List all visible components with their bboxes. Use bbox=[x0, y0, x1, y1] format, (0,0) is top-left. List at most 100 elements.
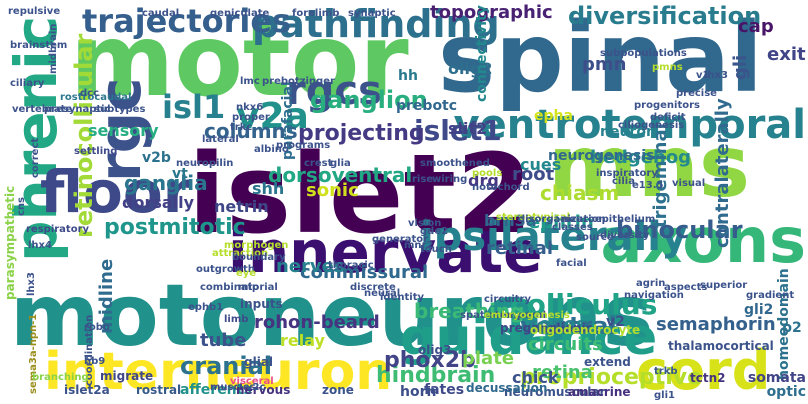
word-subpopulations: subpopulations bbox=[600, 48, 687, 59]
word-plate: plate bbox=[462, 348, 514, 369]
word-cap: cap bbox=[738, 16, 774, 37]
word-v2a: v2a bbox=[236, 96, 309, 137]
word-brainstem: brainstem bbox=[10, 40, 67, 51]
word-brn3a: brn3a bbox=[484, 211, 537, 230]
word-touch: touch bbox=[420, 244, 452, 255]
word-glia: glia bbox=[330, 158, 351, 169]
word-guidance: guidance bbox=[400, 308, 657, 366]
word-topographic: topographic bbox=[430, 2, 553, 23]
word-neuromuscular: neuromuscular bbox=[504, 385, 605, 399]
word-mns: mns bbox=[548, 117, 750, 217]
word-diversity: diversity bbox=[600, 230, 650, 241]
word-gde2: gde2 bbox=[420, 226, 448, 237]
word-e13-5: e13.5 bbox=[632, 180, 663, 191]
word-synaptic: synaptic bbox=[348, 8, 396, 19]
word-prebotzinger: prebotzinger bbox=[262, 76, 335, 87]
word-postmitotic: postmitotic bbox=[104, 215, 246, 240]
word-hedgehog: hedgehog bbox=[590, 147, 691, 168]
word-olig3: olig3 bbox=[418, 343, 451, 357]
word-contralaterally: contralaterally bbox=[712, 98, 733, 248]
word-spinal: spinal bbox=[438, 2, 763, 114]
word-exit: exit bbox=[767, 44, 806, 65]
word-superior: superior bbox=[700, 280, 747, 291]
word-crest: crest bbox=[304, 158, 333, 169]
word-presynaptic: presynaptic bbox=[44, 104, 111, 115]
word-lhx3: lhx3 bbox=[26, 272, 37, 296]
word-repulsive: repulsive bbox=[8, 6, 60, 17]
word-fates: fates bbox=[424, 382, 464, 398]
word-wiring: wiring bbox=[432, 174, 467, 185]
word-ciliogenesis: ciliogenesis bbox=[618, 120, 684, 131]
word-ipsilaterally: ipsilaterally bbox=[420, 214, 687, 260]
word-v2c: v2c bbox=[246, 382, 265, 393]
word-neurogenesis: neurogenesis bbox=[548, 148, 654, 164]
word-horn: horn bbox=[400, 384, 436, 400]
word-facial: facial bbox=[556, 258, 587, 269]
word-rise: rise bbox=[412, 174, 433, 185]
word-rohon-beard: rohon-beard bbox=[254, 312, 380, 333]
word-discrete: discrete bbox=[350, 282, 396, 293]
word-floor: floor bbox=[40, 158, 192, 226]
word-visceral: visceral bbox=[230, 376, 274, 387]
word-v1: v1 bbox=[696, 70, 710, 81]
word-caudal: caudal bbox=[142, 8, 179, 19]
word-ciliary: ciliary bbox=[10, 78, 45, 89]
word-gli: gli bbox=[730, 55, 751, 80]
word-netrin: netrin bbox=[214, 197, 269, 216]
word-shh: shh bbox=[252, 179, 284, 198]
word-precise: precise bbox=[676, 88, 717, 99]
word-outgrowth: outgrowth bbox=[196, 264, 255, 275]
word-hh: hh bbox=[398, 68, 418, 84]
word-oligodendrocyte: oligodendrocyte bbox=[530, 323, 640, 337]
word-homeodomain: homeodomain bbox=[776, 268, 792, 380]
word-lhx3: lhx3 bbox=[704, 70, 728, 81]
word-pools: pools bbox=[472, 168, 502, 179]
word-dorsally: dorsally bbox=[122, 193, 195, 212]
word-aspects: aspects bbox=[664, 282, 707, 293]
word-inspiratory: inspiratory bbox=[596, 168, 658, 179]
word-proprioceptive: proprioceptive bbox=[520, 365, 702, 390]
word-mnr2: mnr2 bbox=[404, 240, 433, 251]
word-dorsoventral: dorsoventral bbox=[268, 163, 412, 187]
word-thoracic: thoracic bbox=[328, 260, 374, 271]
word-cranial: cranial bbox=[180, 352, 272, 380]
word-boundary: boundary bbox=[232, 252, 286, 263]
word-circuits: circuits bbox=[528, 334, 603, 355]
word-motor: motor bbox=[70, 2, 409, 119]
word-islet2a: islet2a bbox=[64, 383, 110, 397]
word-sema3a-npn-1: sema3a-npn-1 bbox=[28, 314, 39, 394]
word-branching: branching bbox=[32, 372, 89, 383]
word-breathing: breathing bbox=[414, 299, 524, 323]
word-trigeminal: trigeminal bbox=[650, 123, 671, 228]
word-somata: somata bbox=[748, 370, 806, 386]
word-rostrocaudal: rostrocaudal bbox=[60, 92, 131, 103]
word-correct: correct bbox=[30, 138, 41, 178]
word-albino: albino bbox=[254, 144, 289, 155]
word-agrin: agrin bbox=[636, 278, 665, 289]
word-spatiotemporal: spatiotemporal bbox=[460, 310, 546, 321]
word-binocular: binocular bbox=[616, 216, 743, 244]
word-extend: extend bbox=[584, 355, 631, 369]
word-vt: vt bbox=[172, 166, 188, 182]
word-coordination: coordination bbox=[84, 315, 95, 386]
word-retinal: retinal bbox=[486, 238, 553, 259]
word-diversification: diversification bbox=[568, 2, 761, 30]
word-tube: tube bbox=[200, 330, 247, 351]
word-classes: classes bbox=[552, 222, 593, 233]
word-v2b: v2b bbox=[142, 150, 171, 166]
word-olig2: olig2 bbox=[448, 59, 493, 78]
word-amacrine: amacrine bbox=[568, 385, 631, 399]
word-parasympathetic: parasympathetic bbox=[3, 186, 17, 300]
word-rgcs: rgcs bbox=[286, 68, 382, 114]
word-cilia: cilia bbox=[612, 176, 635, 187]
word-decussation: decussation bbox=[466, 381, 547, 395]
word-embryogenesis: embryogenesis bbox=[484, 310, 570, 321]
word-neuropilin: neuropilin bbox=[176, 158, 233, 169]
word-limb: limb bbox=[224, 314, 248, 325]
word-ganglion: ganglion bbox=[310, 86, 428, 114]
word-parafacial: parafacial bbox=[280, 81, 296, 160]
word-vision: vision bbox=[408, 218, 441, 229]
word-islet2: islet2 bbox=[188, 130, 533, 258]
word-midbrain: midbrain bbox=[48, 24, 59, 74]
